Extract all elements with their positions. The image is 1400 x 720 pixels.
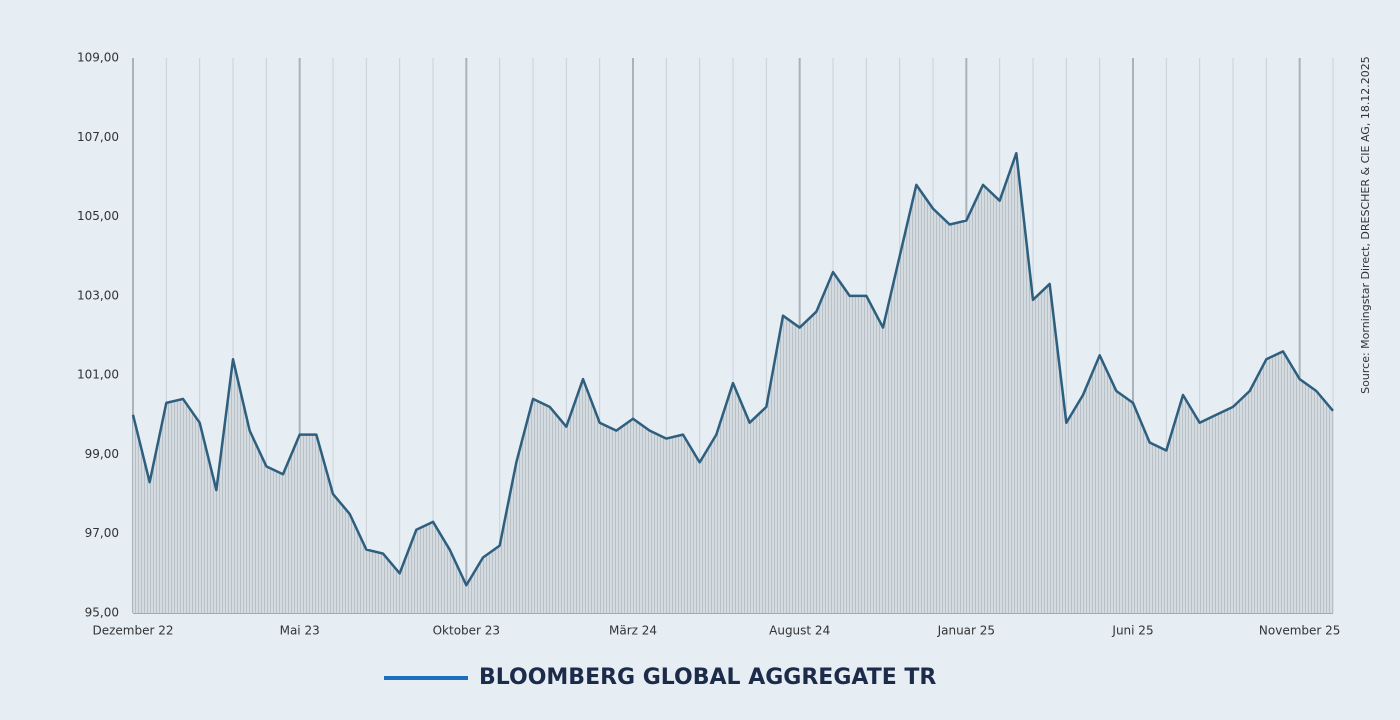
x-tick-label: Januar 25 (937, 624, 995, 638)
y-tick-label: 99,00 (85, 447, 119, 461)
x-tick-label: Dezember 22 (92, 624, 173, 638)
x-tick-label: Mai 23 (280, 624, 320, 638)
y-tick-label: 95,00 (85, 606, 119, 620)
y-tick-label: 107,00 (77, 130, 119, 144)
y-tick-label: 103,00 (77, 288, 119, 302)
x-tick-label: November 25 (1259, 624, 1341, 638)
x-tick-label: März 24 (609, 624, 657, 638)
y-tick-label: 101,00 (77, 368, 119, 382)
legend-label: BLOOMBERG GLOBAL AGGREGATE TR (479, 665, 936, 690)
source-note: Source: Morningstar Direct, DRESCHER & C… (1359, 56, 1372, 394)
y-tick-label: 109,00 (77, 51, 119, 65)
x-tick-label: Juni 25 (1111, 624, 1153, 638)
line (131, 151, 1334, 587)
x-tick-label: August 24 (769, 624, 830, 638)
y-tick-label: 105,00 (77, 209, 119, 223)
x-tick-label: Oktober 23 (433, 624, 500, 638)
y-tick-label: 97,00 (85, 526, 119, 540)
